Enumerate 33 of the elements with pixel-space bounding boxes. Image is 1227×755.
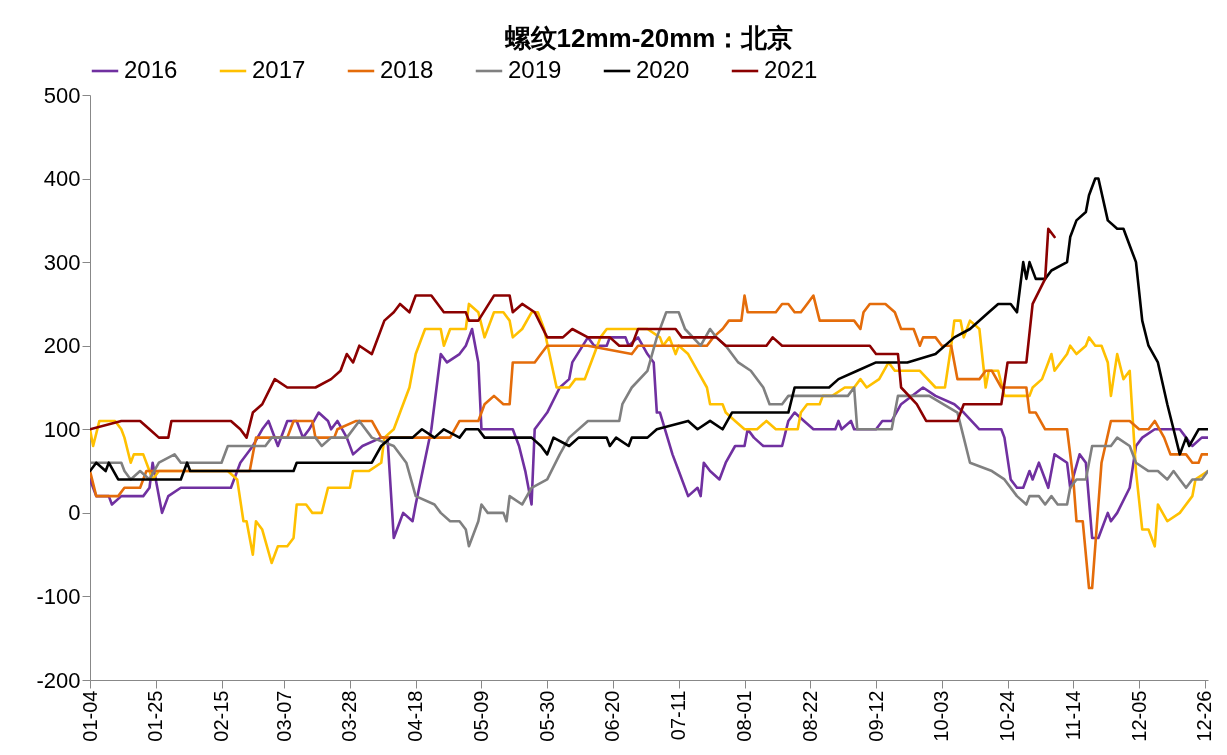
y-tick-label: 500 [43, 82, 81, 108]
x-tick-label: 04-18 [404, 690, 427, 742]
legend-label: 2021 [764, 56, 818, 83]
x-tick-label: 12-05 [1127, 690, 1150, 742]
legend-label: 2019 [508, 56, 562, 83]
x-tick-label: 03-07 [272, 690, 295, 742]
y-tick-label: 300 [43, 249, 81, 275]
x-tick-label: 10-03 [930, 690, 953, 742]
x-tick-label: 06-20 [601, 690, 624, 742]
x-tick-label: 08-01 [733, 690, 756, 742]
x-tick-label: 03-28 [338, 690, 361, 742]
x-tick-label: 09-12 [864, 690, 887, 742]
x-tick-label: 01-25 [144, 690, 167, 742]
legend-label: 2020 [636, 56, 690, 83]
y-tick-label: 100 [43, 416, 81, 442]
x-tick-label: 11-14 [1061, 690, 1084, 741]
y-tick-label: 200 [43, 333, 81, 359]
x-tick-label: 10-24 [996, 690, 1019, 742]
x-tick-label: 05-30 [535, 690, 558, 742]
legend-label: 2016 [124, 56, 178, 83]
x-tick-label: 12-26 [1193, 690, 1216, 742]
y-tick-label: -100 [36, 583, 81, 609]
x-tick-label: 05-09 [469, 690, 492, 742]
y-tick-label: 400 [43, 166, 81, 192]
y-tick-label: 0 [68, 500, 81, 526]
legend-label: 2017 [252, 56, 306, 83]
y-tick-label: -200 [36, 667, 81, 693]
x-tick-label: 08-22 [798, 690, 821, 742]
x-tick-label: 01-04 [78, 690, 101, 742]
legend-label: 2018 [380, 56, 434, 83]
x-tick-label: 07-11 [667, 690, 690, 741]
x-tick-label: 02-15 [210, 690, 233, 742]
chart-title: 螺纹12mm-20mm：北京 [503, 23, 794, 53]
